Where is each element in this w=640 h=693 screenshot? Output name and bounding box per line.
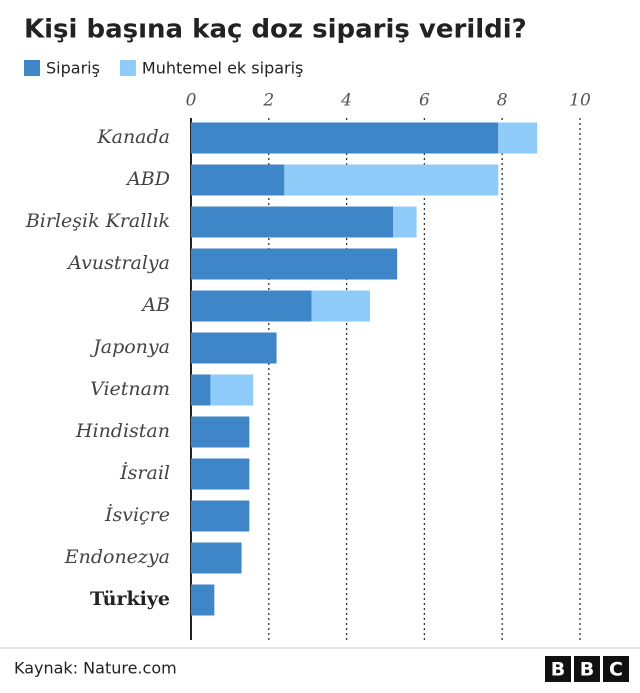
logo-box (545, 656, 571, 682)
bar (393, 206, 417, 238)
logo-box (603, 656, 629, 682)
chart-title: Kişi başına kaç doz sipariş verildi? (24, 15, 527, 45)
x-tick-label: 4 (340, 91, 352, 111)
y-tick-label: Vietnam (90, 378, 170, 400)
y-tick-label: İsrail (119, 461, 170, 484)
logo-letter: B (580, 659, 594, 681)
source: Kaynak: Nature.com (14, 659, 177, 678)
legend-label: Muhtemel ek sipariş (142, 59, 303, 78)
legend-label: Sipariş (46, 59, 100, 78)
bar (191, 542, 242, 574)
logo-letter: C (609, 659, 623, 681)
y-tick-label: Avustralya (66, 252, 170, 274)
y-tick-label: Birleşik Krallık (25, 210, 170, 232)
y-tick-label: Türkiye (90, 588, 170, 610)
y-tick-label: AB (140, 294, 170, 316)
x-tick-label: 0 (186, 91, 197, 111)
bar (191, 416, 250, 448)
legend-swatch (24, 60, 40, 76)
y-tick-label: Kanada (96, 126, 170, 148)
x-tick-label: 2 (262, 91, 274, 111)
bar (191, 332, 277, 364)
bar (284, 164, 499, 196)
x-tick-label: 10 (569, 91, 591, 111)
legend-swatch (119, 60, 136, 76)
bar (191, 458, 250, 490)
y-tick-label: ABD (125, 168, 170, 190)
y-tick-label: İsviçre (104, 503, 170, 526)
logo-letter: B (551, 659, 565, 681)
bar (191, 584, 215, 616)
bar (191, 248, 398, 280)
y-tick-label: Japonya (89, 336, 170, 358)
y-tick-label: Hindistan (75, 420, 170, 442)
x-tick-label: 8 (497, 91, 508, 111)
bar (210, 374, 254, 406)
bar (498, 122, 538, 154)
bar (311, 290, 370, 322)
x-tick-label: 6 (419, 91, 430, 111)
bar (191, 500, 250, 532)
logo-box (574, 656, 600, 682)
bar (191, 206, 394, 238)
bar (191, 374, 211, 406)
bar (191, 290, 312, 322)
bar (191, 164, 285, 196)
y-tick-label: Endonezya (64, 546, 170, 568)
bar (191, 122, 499, 154)
